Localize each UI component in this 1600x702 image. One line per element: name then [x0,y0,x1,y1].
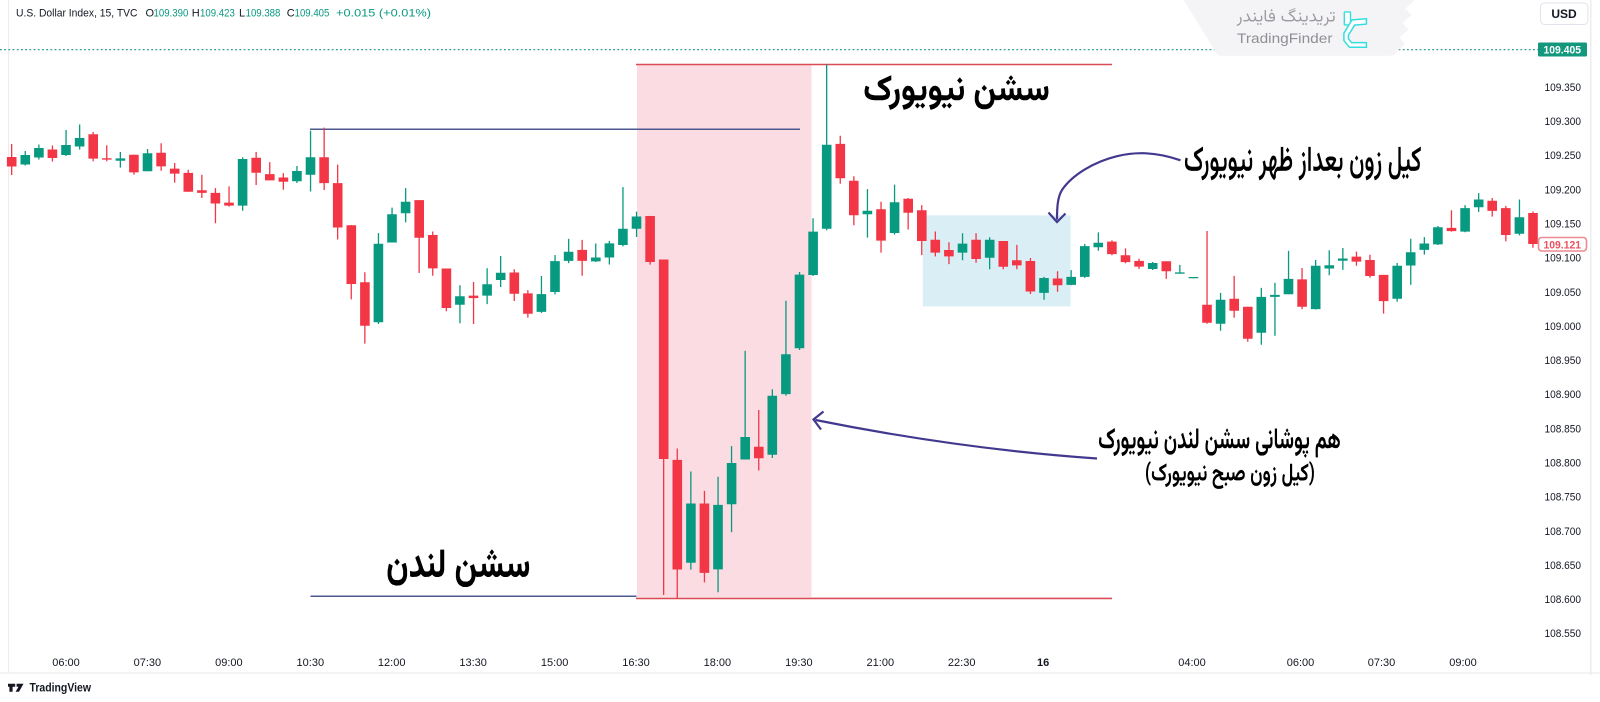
svg-text:108.550: 108.550 [1545,628,1582,640]
svg-text:109.300: 109.300 [1545,116,1582,128]
svg-text:108.750: 108.750 [1545,492,1582,504]
svg-text:16: 16 [1037,657,1049,669]
svg-text:16:30: 16:30 [622,657,650,669]
svg-text:22:30: 22:30 [948,657,976,669]
svg-text:109.050: 109.050 [1545,287,1582,299]
svg-text:108.800: 108.800 [1545,458,1582,470]
svg-text:109.121: 109.121 [1544,239,1582,251]
svg-text:TradingView: TradingView [30,681,92,694]
svg-text:09:00: 09:00 [1449,657,1477,669]
svg-text:108.700: 108.700 [1545,526,1582,538]
svg-text:09:00: 09:00 [215,657,243,669]
svg-text:13:30: 13:30 [459,657,487,669]
svg-text:19:30: 19:30 [785,657,813,669]
svg-text:109.200: 109.200 [1545,184,1582,196]
svg-text:108.950: 108.950 [1545,355,1582,367]
svg-text:108.600: 108.600 [1545,594,1582,606]
svg-text:109.000: 109.000 [1545,321,1582,333]
svg-text:07:30: 07:30 [134,657,162,669]
svg-text:04:00: 04:00 [1178,657,1206,669]
svg-text:USD: USD [1551,7,1577,21]
svg-text:109.150: 109.150 [1545,219,1582,231]
svg-text:12:00: 12:00 [378,657,406,669]
svg-text:108.650: 108.650 [1545,560,1582,572]
svg-text:15:00: 15:00 [541,657,569,669]
svg-text:108.900: 108.900 [1545,389,1582,401]
svg-text:21:00: 21:00 [867,657,895,669]
svg-text:10:30: 10:30 [297,657,325,669]
svg-text:109.405: 109.405 [1544,44,1582,56]
svg-text:TradingFinder: TradingFinder [1237,31,1333,46]
svg-text:06:00: 06:00 [52,657,80,669]
svg-text:06:00: 06:00 [1287,657,1315,669]
svg-text:109.350: 109.350 [1545,82,1582,94]
svg-text:109.250: 109.250 [1545,150,1582,162]
svg-text:109.100: 109.100 [1545,253,1582,265]
svg-text:108.850: 108.850 [1545,423,1582,435]
svg-text:07:30: 07:30 [1368,657,1396,669]
svg-text:18:00: 18:00 [704,657,732,669]
